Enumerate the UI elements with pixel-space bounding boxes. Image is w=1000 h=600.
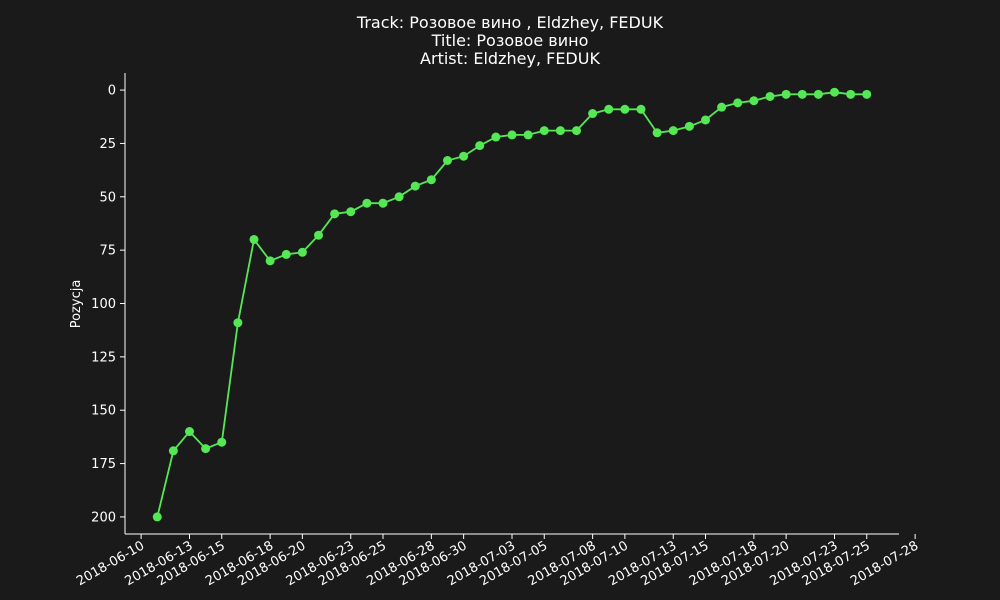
data-point bbox=[394, 192, 404, 202]
data-point bbox=[862, 89, 872, 99]
y-tick-label: 25 bbox=[99, 137, 116, 152]
y-tick-label: 175 bbox=[91, 457, 116, 472]
data-point bbox=[781, 89, 791, 99]
data-point bbox=[846, 89, 856, 99]
data-point bbox=[620, 104, 630, 114]
data-point bbox=[297, 247, 307, 257]
data-point bbox=[813, 89, 823, 99]
data-point bbox=[201, 444, 211, 454]
y-tick-label: 125 bbox=[91, 350, 116, 365]
data-point bbox=[588, 109, 598, 119]
data-point bbox=[168, 446, 178, 456]
data-point bbox=[797, 89, 807, 99]
data-point bbox=[717, 102, 727, 112]
y-tick-label: 50 bbox=[99, 190, 116, 205]
data-point bbox=[314, 230, 323, 240]
title-line-title: Title: Розовое вино bbox=[431, 31, 589, 50]
y-axis-label: Pozycja bbox=[69, 280, 84, 329]
data-point bbox=[265, 256, 275, 266]
data-point bbox=[426, 175, 436, 185]
data-point bbox=[652, 128, 662, 138]
data-point bbox=[410, 181, 420, 191]
title-line-track: Track: Розовое вино , Eldzhey, FEDUK bbox=[356, 13, 664, 32]
data-point bbox=[733, 98, 743, 108]
data-point bbox=[330, 209, 340, 219]
y-tick-label: 200 bbox=[91, 510, 116, 525]
series-points bbox=[152, 87, 872, 522]
data-point bbox=[217, 437, 227, 447]
data-point bbox=[459, 151, 469, 161]
y-ticks: 0 25 50 75 100 125 150 175 200 bbox=[91, 84, 125, 525]
data-point bbox=[636, 104, 646, 114]
data-point bbox=[233, 318, 243, 328]
data-point bbox=[749, 96, 759, 106]
y-tick-label: 0 bbox=[108, 84, 116, 99]
data-point bbox=[152, 512, 162, 522]
data-point bbox=[523, 130, 533, 140]
data-point bbox=[765, 91, 775, 101]
x-ticks: 2018-06-102018-06-132018-06-152018-06-18… bbox=[74, 534, 921, 589]
data-point bbox=[604, 104, 614, 114]
data-point bbox=[249, 234, 259, 244]
series-line bbox=[156, 91, 867, 518]
data-point bbox=[539, 126, 549, 136]
data-point bbox=[378, 198, 388, 208]
data-point bbox=[668, 126, 678, 136]
data-point bbox=[507, 130, 517, 140]
data-point bbox=[684, 121, 694, 131]
title-line-artist: Artist: Eldzhey, FEDUK bbox=[420, 49, 600, 68]
data-point bbox=[701, 115, 710, 125]
data-point bbox=[443, 156, 452, 166]
chart-title: Track: Розовое вино , Eldzhey, FEDUK Tit… bbox=[356, 13, 664, 68]
data-point bbox=[475, 141, 485, 151]
data-point bbox=[572, 126, 581, 136]
y-tick-label: 75 bbox=[99, 244, 116, 259]
y-tick-label: 150 bbox=[91, 404, 116, 419]
data-point bbox=[830, 87, 839, 97]
data-point bbox=[491, 132, 501, 142]
data-point bbox=[281, 249, 291, 259]
data-point bbox=[185, 427, 194, 437]
data-point bbox=[555, 126, 565, 136]
data-point bbox=[346, 207, 356, 217]
y-tick-label: 100 bbox=[91, 297, 116, 312]
data-point bbox=[362, 198, 372, 208]
